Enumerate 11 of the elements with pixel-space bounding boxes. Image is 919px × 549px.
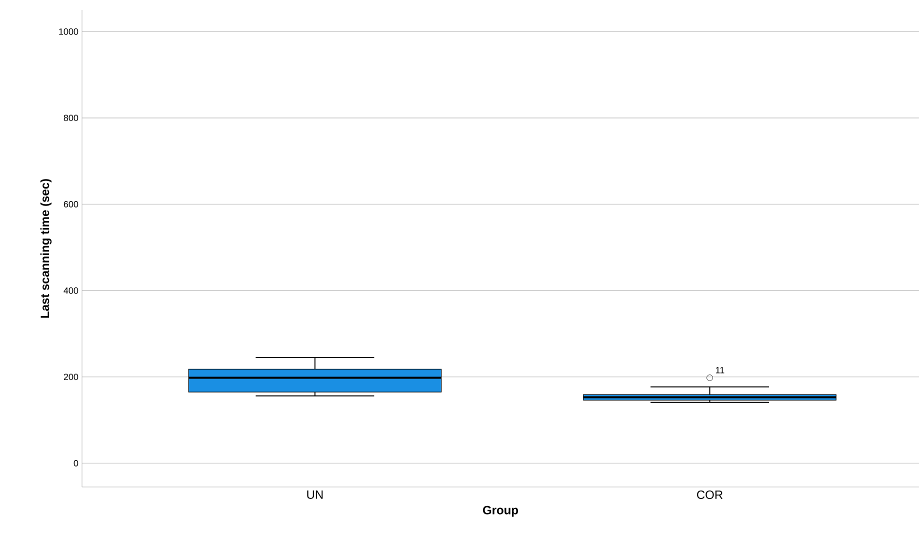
y-tick-label: 400 [64,287,78,294]
annotation: 11 [716,367,724,374]
y-tick-label: 0 [74,460,78,466]
x-tick-label: COR [697,490,723,500]
y-axis-title: Last scanning time (sec) [40,179,52,318]
y-tick-label: 200 [64,374,78,380]
y-tick-label: 600 [64,201,78,208]
x-tick-label: UN [307,490,323,499]
x-axis-title: Group [482,506,518,517]
y-tick-label: 800 [64,114,78,122]
y-tick-label: 1000 [59,28,78,35]
